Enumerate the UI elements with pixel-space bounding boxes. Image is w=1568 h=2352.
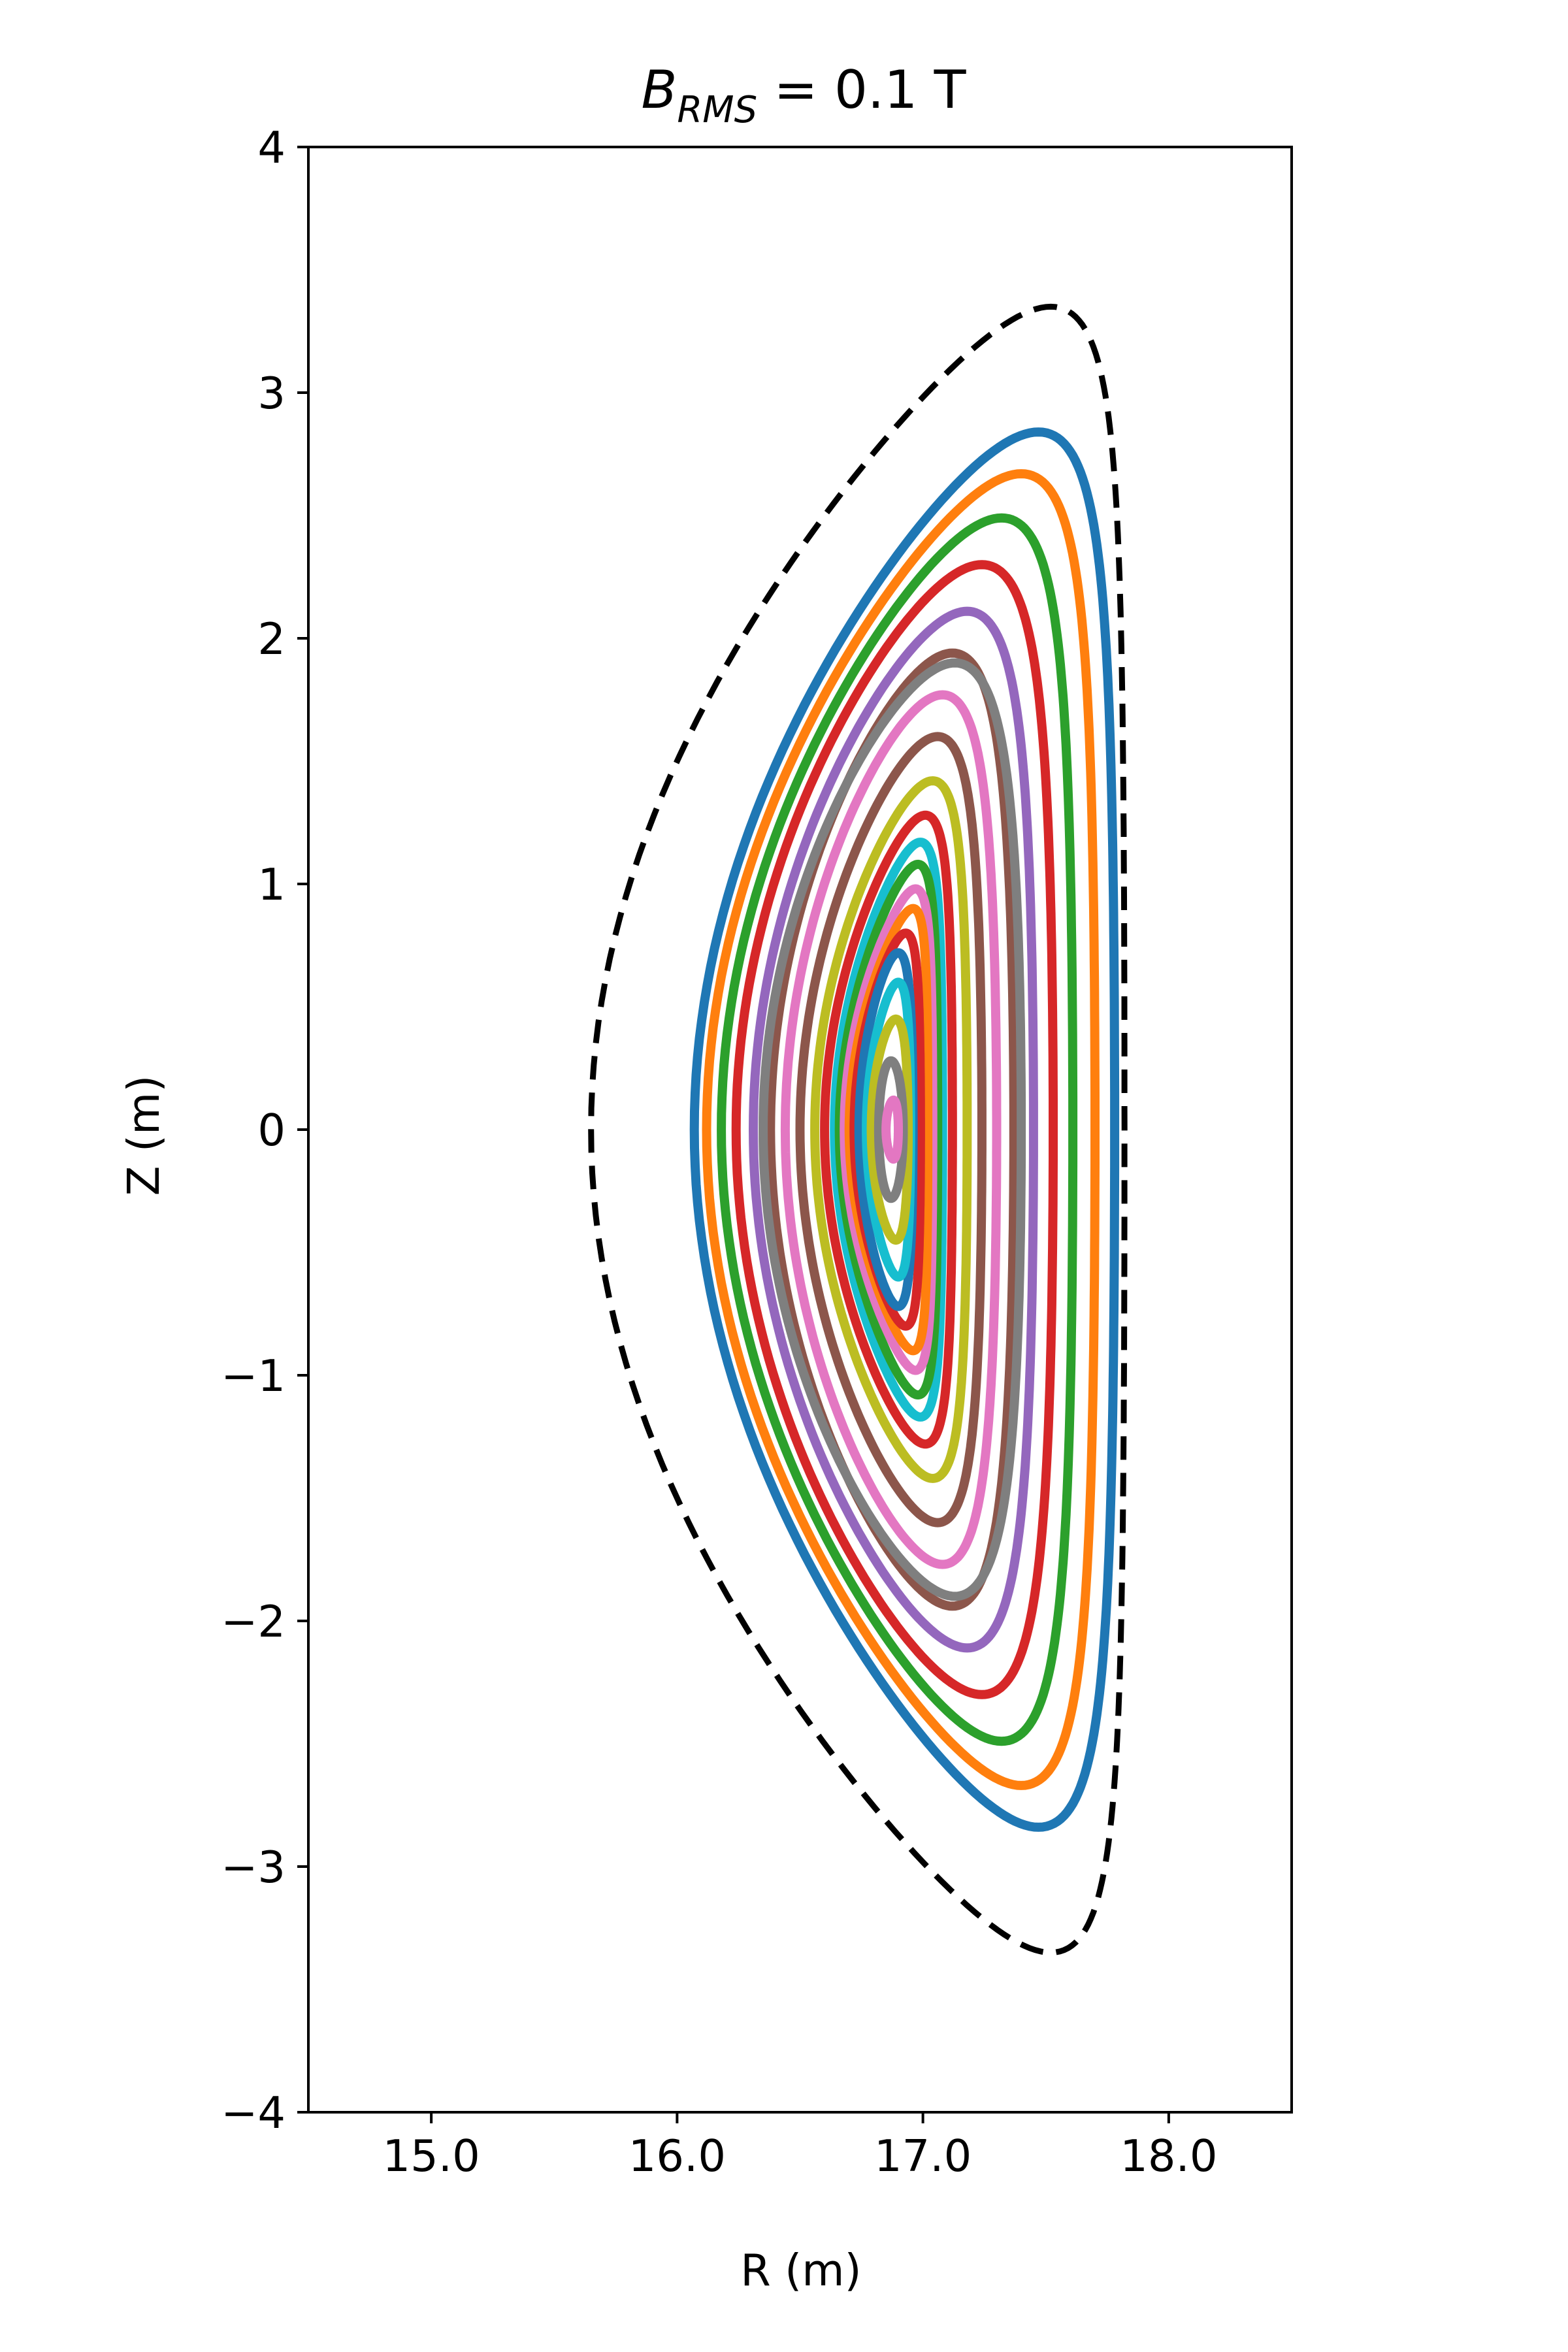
flux-surface-18 <box>862 977 915 1282</box>
y-axis-label: Z (m) <box>118 1075 169 1196</box>
y-tick-label: −3 <box>221 1842 286 1893</box>
last-closed-flux-surface <box>588 303 1128 1956</box>
flux-surface-13 <box>834 859 943 1400</box>
flux-surface-2 <box>702 469 1100 1790</box>
title-value: = 0.1 T <box>757 59 967 120</box>
flux-surface-17 <box>854 948 918 1311</box>
x-tick-label: 18.0 <box>1120 2131 1217 2181</box>
title-symbol: B <box>641 59 677 120</box>
flux-surface-15 <box>844 904 933 1356</box>
y-tick-label: 1 <box>257 859 286 910</box>
y-tick-label: 4 <box>257 122 286 173</box>
y-tick-label: −2 <box>221 1596 286 1647</box>
flux-surface-19 <box>866 1014 913 1245</box>
y-tick-label: −4 <box>221 2087 286 2138</box>
flux-surface-8 <box>780 690 1002 1569</box>
flux-surface-20 <box>874 1056 908 1203</box>
flux-surface-14 <box>840 884 938 1375</box>
flux-surface-12 <box>830 838 947 1422</box>
x-axis-label: R (m) <box>740 2245 861 2296</box>
x-tick-label: 17.0 <box>874 2131 972 2181</box>
flux-surface-11 <box>820 810 957 1449</box>
axis-ticks: 15.0 16.0 17.0 18.0 −4 −3 −2 −1 0 1 2 3 4 <box>221 122 1217 2181</box>
flux-surface-10 <box>810 776 972 1483</box>
x-tick-label: 16.0 <box>629 2131 726 2181</box>
y-tick-label: 3 <box>257 368 286 419</box>
flux-surface-16 <box>849 928 925 1331</box>
y-tick-label: 2 <box>257 613 286 664</box>
flux-surface-9 <box>795 732 987 1527</box>
x-tick-label: 15.0 <box>383 2131 480 2181</box>
chart-title: BRMS = 0.1 T <box>641 59 966 131</box>
flux-surface-5 <box>749 606 1038 1653</box>
y-tick-label: −1 <box>221 1350 286 1401</box>
flux-surface-3 <box>717 513 1078 1746</box>
title-subscript: RMS <box>677 89 757 131</box>
plot-area <box>588 303 1128 1956</box>
flux-surface-4 <box>731 560 1058 1699</box>
y-tick-label: 0 <box>257 1105 286 1156</box>
flux-surface-1 <box>689 427 1120 1832</box>
flux-surface-21 <box>881 1095 903 1164</box>
flux-surface-7 <box>759 658 1026 1601</box>
